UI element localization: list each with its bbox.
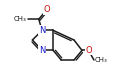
Text: N: N bbox=[39, 26, 45, 35]
Text: O: O bbox=[84, 46, 91, 55]
Text: N: N bbox=[39, 46, 45, 55]
Text: O: O bbox=[43, 5, 50, 14]
Text: CH₃: CH₃ bbox=[94, 57, 107, 63]
Text: CH₃: CH₃ bbox=[14, 16, 27, 22]
